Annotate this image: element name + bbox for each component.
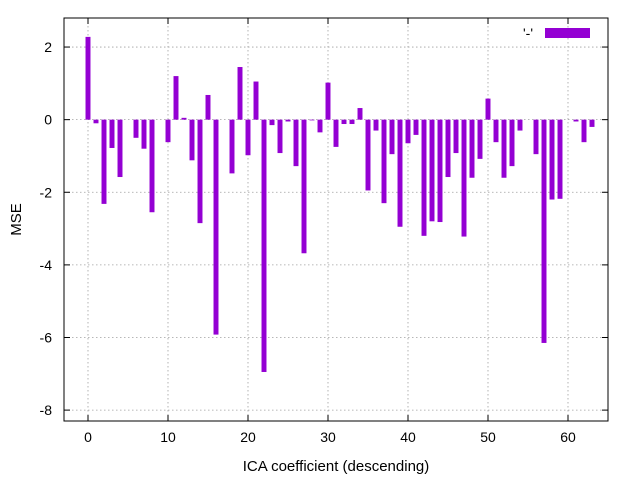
bar [309, 119, 315, 121]
bar [165, 119, 171, 143]
bar [325, 82, 331, 120]
bar [85, 36, 91, 120]
bar [437, 119, 443, 223]
bar [285, 119, 291, 122]
x-tick-label: 50 [480, 429, 496, 445]
ticks [64, 18, 608, 421]
bar [117, 119, 123, 178]
bar [133, 119, 139, 138]
bar [445, 119, 451, 178]
bar [509, 119, 515, 167]
bar [301, 119, 307, 254]
bar [485, 98, 491, 120]
bar [317, 119, 323, 133]
y-axis-label: MSE [8, 203, 25, 236]
bar [397, 119, 403, 227]
bar [229, 119, 235, 174]
bar [253, 81, 259, 120]
bar [365, 119, 371, 191]
bar [549, 119, 555, 200]
bar [269, 119, 275, 126]
bar [173, 76, 179, 120]
bar [453, 119, 459, 154]
y-tick-label: 2 [44, 39, 52, 55]
bar [101, 119, 107, 204]
bar [149, 119, 155, 213]
bar [341, 119, 347, 125]
bar [421, 119, 427, 236]
x-tick-label: 20 [240, 429, 256, 445]
legend-swatch [545, 28, 590, 38]
bar [373, 119, 379, 131]
bar [333, 119, 339, 147]
bar [93, 119, 99, 124]
bar [589, 119, 595, 127]
bar [557, 119, 563, 199]
legend-label: '-' [523, 25, 533, 41]
bar [181, 117, 187, 120]
bar [501, 119, 507, 178]
plot-frame [63, 17, 609, 422]
bar [581, 119, 587, 143]
bar [205, 94, 211, 120]
bar [293, 119, 299, 167]
y-tick-label: -6 [40, 329, 53, 345]
bars [85, 36, 595, 372]
y-tick-label: -2 [40, 184, 53, 200]
bar [357, 108, 363, 120]
legend: '-' [523, 25, 590, 41]
bar [381, 119, 387, 204]
bar [461, 119, 467, 237]
bar [413, 119, 419, 135]
x-tick-label: 30 [320, 429, 336, 445]
x-tick-label: 0 [84, 429, 92, 445]
bar [213, 119, 219, 335]
bar [541, 119, 547, 343]
y-tick-label: -4 [40, 257, 53, 273]
bar [261, 119, 267, 372]
bar [469, 119, 475, 178]
bar [197, 119, 203, 224]
bar [493, 119, 499, 143]
x-axis-label: ICA coefficient (descending) [243, 458, 430, 475]
x-tick-label: 60 [560, 429, 576, 445]
bar [573, 119, 579, 122]
bar [405, 119, 411, 144]
bar [141, 119, 147, 149]
bar [109, 119, 115, 148]
y-tick-label: 0 [44, 112, 52, 128]
bar [477, 119, 483, 159]
bar [349, 119, 355, 125]
bar [237, 67, 243, 120]
bar [517, 119, 523, 131]
bar [389, 119, 395, 155]
bar [533, 119, 539, 155]
bar [277, 119, 283, 154]
x-tick-label: 40 [400, 429, 416, 445]
y-tick-label: -8 [40, 402, 53, 418]
bar [189, 119, 195, 161]
grid [64, 18, 608, 421]
x-tick-label: 10 [160, 429, 176, 445]
tick-labels: 0 10 20 30 40 50 60 -8 -6 -4 -2 0 2 [40, 39, 576, 445]
bar [245, 119, 251, 156]
bar [429, 119, 435, 222]
